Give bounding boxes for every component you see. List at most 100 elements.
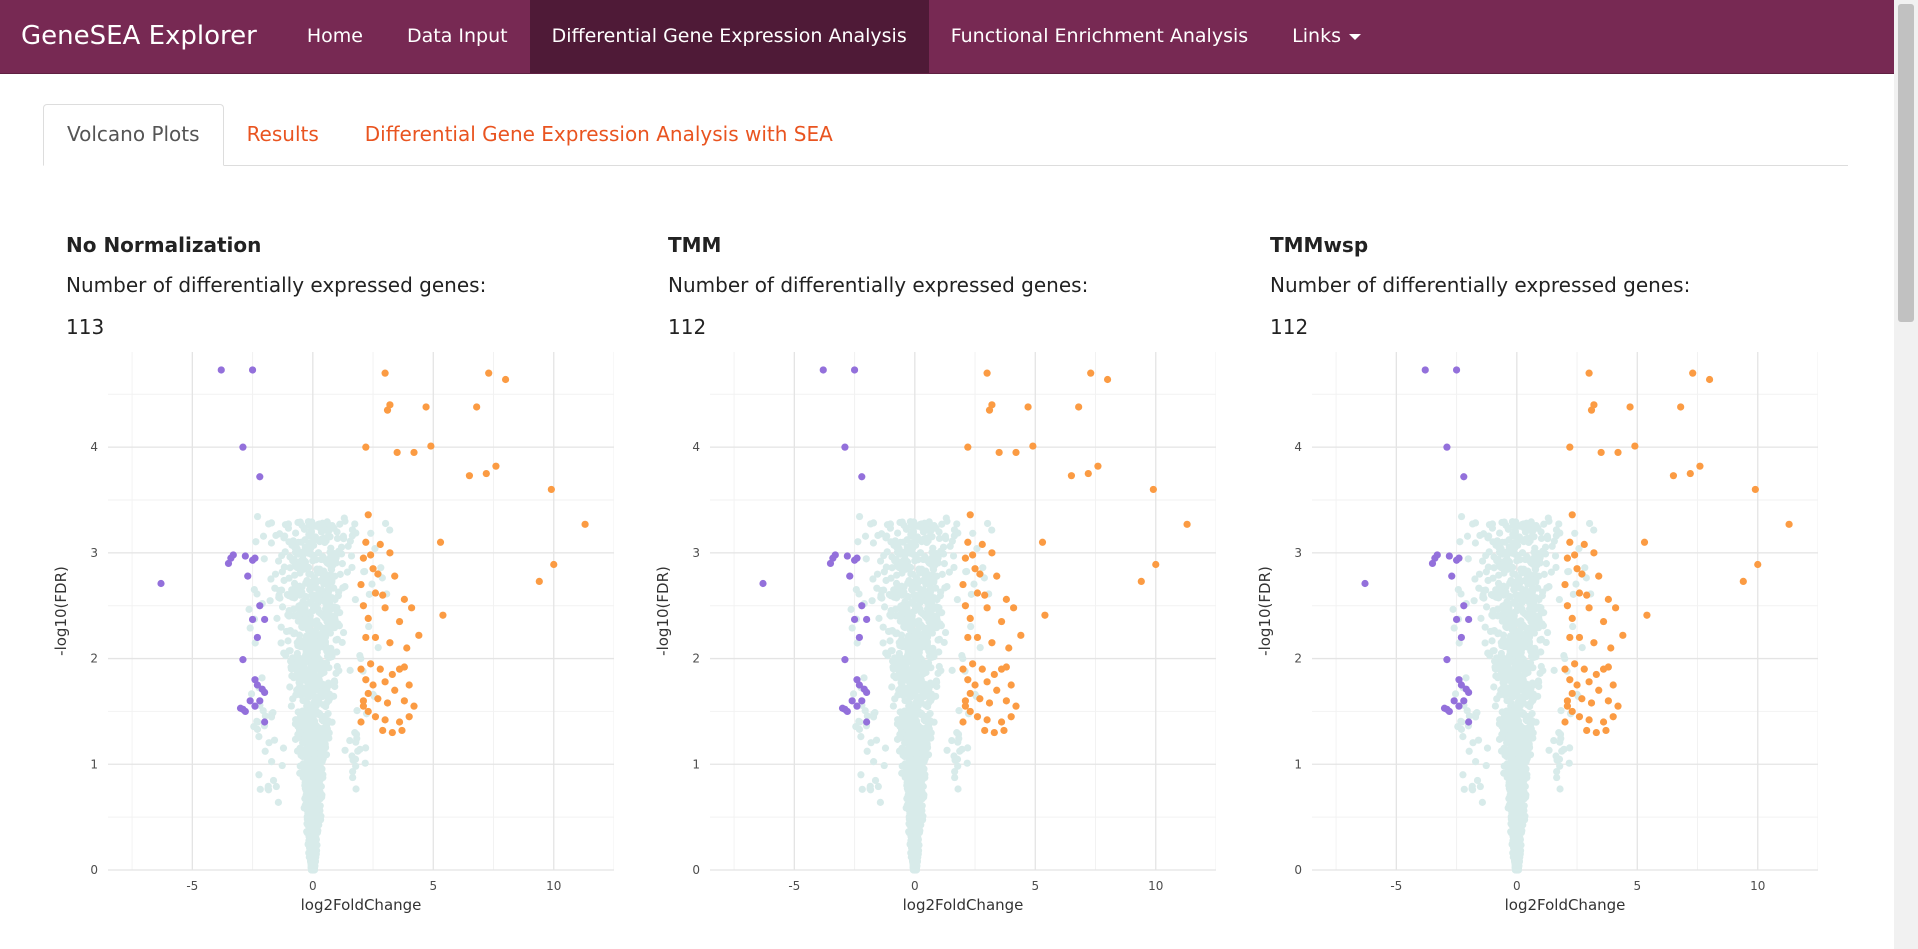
point-ns bbox=[908, 833, 917, 842]
point-ns bbox=[875, 614, 883, 622]
point-ns bbox=[1486, 627, 1495, 636]
point-ns bbox=[926, 584, 935, 592]
nav-functional-enrichment[interactable]: Functional Enrichment Analysis bbox=[950, 25, 1249, 47]
data-point bbox=[1595, 572, 1603, 580]
x-tick-label: 5 bbox=[429, 879, 437, 893]
point-ns bbox=[976, 643, 984, 652]
point-ns bbox=[915, 710, 924, 718]
point-ns bbox=[904, 763, 912, 771]
nav-differential-gene-expression[interactable]: Differential Gene Expression Analysis bbox=[529, 0, 929, 73]
data-point bbox=[993, 686, 1001, 694]
point-ns bbox=[365, 622, 373, 631]
point-ns bbox=[1476, 782, 1484, 791]
page-scrollbar[interactable] bbox=[1894, 0, 1918, 949]
point-ns bbox=[1518, 769, 1526, 777]
y-tick-label: 4 bbox=[90, 440, 98, 454]
point-ns bbox=[1528, 527, 1536, 535]
point-ns bbox=[1512, 618, 1520, 626]
data-point bbox=[1002, 697, 1010, 705]
point-ns bbox=[901, 555, 909, 563]
point-ns bbox=[1505, 536, 1513, 544]
point-ns bbox=[278, 551, 286, 560]
point-ns bbox=[940, 560, 948, 568]
point-ns bbox=[303, 563, 312, 571]
point-ns bbox=[904, 650, 912, 659]
point-ns bbox=[852, 722, 860, 731]
point-ns bbox=[938, 520, 946, 528]
data-point bbox=[1149, 485, 1157, 494]
point-ns bbox=[1502, 707, 1511, 715]
data-point bbox=[997, 718, 1006, 726]
point-ns bbox=[870, 710, 878, 718]
data-point bbox=[990, 670, 998, 679]
data-point bbox=[1017, 631, 1025, 639]
point-ns bbox=[935, 528, 943, 536]
point-ns bbox=[871, 776, 880, 785]
point-ns bbox=[1511, 662, 1519, 671]
data-point bbox=[1000, 726, 1008, 735]
point-ns bbox=[1465, 747, 1473, 755]
data-point bbox=[1585, 678, 1593, 686]
data-point bbox=[988, 401, 996, 409]
point-ns bbox=[927, 734, 935, 742]
data-point bbox=[983, 604, 991, 612]
point-ns bbox=[374, 643, 382, 652]
point-ns bbox=[1509, 547, 1517, 556]
point-ns bbox=[326, 533, 334, 541]
point-ns bbox=[1505, 784, 1513, 793]
y-tick-label: 3 bbox=[1294, 546, 1302, 560]
data-point bbox=[1590, 401, 1598, 409]
point-ns bbox=[245, 605, 253, 613]
point-ns bbox=[896, 617, 904, 625]
x-tick-label: -5 bbox=[186, 879, 198, 893]
data-point bbox=[985, 699, 994, 707]
point-ns bbox=[1469, 739, 1477, 747]
data-point bbox=[1754, 560, 1762, 569]
point-ns bbox=[905, 563, 914, 571]
point-ns bbox=[896, 734, 904, 742]
data-point bbox=[1592, 728, 1600, 737]
point-ns bbox=[878, 586, 886, 595]
data-point bbox=[248, 615, 257, 624]
point-ns bbox=[1469, 520, 1477, 528]
data-point bbox=[1465, 718, 1473, 726]
point-ns bbox=[1472, 758, 1480, 766]
point-ns bbox=[1550, 666, 1558, 674]
app-brand[interactable]: GeneSEA Explorer bbox=[21, 21, 257, 51]
data-point bbox=[395, 718, 404, 726]
point-ns bbox=[857, 771, 865, 779]
point-ns bbox=[888, 683, 896, 691]
tab-results[interactable]: Results bbox=[246, 122, 319, 146]
data-point bbox=[978, 665, 986, 673]
data-point bbox=[1614, 702, 1622, 710]
point-ns bbox=[1540, 520, 1548, 528]
nav-links-dropdown[interactable]: Links bbox=[1270, 0, 1383, 73]
point-ns bbox=[246, 624, 254, 632]
data-point bbox=[386, 549, 394, 557]
point-ns bbox=[876, 798, 884, 806]
point-ns bbox=[924, 571, 932, 579]
point-ns bbox=[1510, 731, 1518, 739]
nav-data-input[interactable]: Data Input bbox=[406, 25, 508, 47]
point-ns bbox=[900, 707, 909, 715]
point-ns bbox=[858, 785, 866, 793]
scrollbar-thumb[interactable] bbox=[1898, 4, 1914, 322]
series-0 bbox=[357, 369, 589, 737]
data-point bbox=[1643, 611, 1651, 619]
point-ns bbox=[1545, 746, 1553, 754]
point-ns bbox=[349, 773, 357, 782]
data-point bbox=[1455, 554, 1463, 562]
tab-volcano-plots[interactable]: Volcano Plots bbox=[43, 104, 224, 166]
data-point bbox=[581, 520, 589, 528]
data-point bbox=[371, 589, 380, 597]
data-point bbox=[966, 614, 974, 622]
nav-home[interactable]: Home bbox=[306, 25, 363, 47]
point-ns bbox=[321, 614, 329, 622]
point-ns bbox=[296, 713, 304, 721]
point-ns bbox=[909, 768, 917, 777]
data-point bbox=[1705, 375, 1714, 384]
tab-dge-with-sea[interactable]: Differential Gene Expression Analysis wi… bbox=[364, 122, 833, 146]
point-ns bbox=[1515, 726, 1524, 735]
data-point bbox=[465, 472, 474, 480]
point-ns bbox=[892, 605, 900, 613]
